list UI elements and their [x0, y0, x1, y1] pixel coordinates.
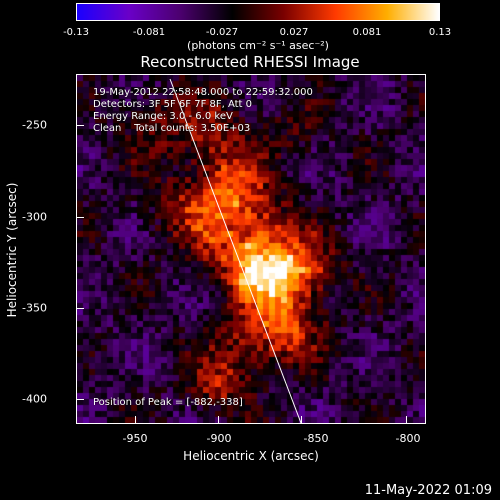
colorbar-units: (photons cm⁻² s⁻¹ asec⁻²): [187, 39, 329, 52]
image-plot: 19-May-2012 22:58:48.000 to 22:59:32.000…: [76, 74, 426, 424]
colorbar-tick: 0.081: [352, 27, 382, 38]
y-tick-mark: [76, 308, 84, 309]
x-tick-mark: [135, 416, 136, 424]
time-range-text: 19-May-2012 22:58:48.000 to 22:59:32.000: [93, 87, 313, 98]
colorbar-tick: -0.13: [63, 27, 89, 38]
clean-counts-text: Clean Total counts: 3.50E+03: [93, 123, 251, 134]
x-axis-label: Heliocentric X (arcsec): [183, 449, 319, 463]
peak-position-text: Position of Peak = [-882,-338]: [93, 397, 243, 408]
colorbar-tick: 0.027: [279, 27, 309, 38]
colorbar-tick: 0.13: [428, 27, 452, 38]
solar-limb-line: [169, 78, 302, 423]
colorbar-tick: -0.081: [132, 27, 166, 38]
date-stamp: 11-May-2022 01:09: [364, 483, 492, 498]
y-tick-mark: [76, 217, 84, 218]
y-tick-label: -300: [22, 210, 47, 224]
y-axis-label: Heliocentric Y (arcsec): [5, 182, 19, 318]
plot-title: Reconstructed RHESSI Image: [140, 53, 360, 71]
y-tick-label: -350: [22, 301, 47, 315]
x-tick-mark: [218, 416, 219, 424]
x-tick-label: -950: [122, 432, 148, 445]
y-tick-mark: [76, 125, 84, 126]
x-tick-label: -850: [303, 432, 329, 445]
x-tick-label: -900: [206, 432, 232, 445]
colorbar-tick: -0.027: [205, 27, 239, 38]
y-tick-label: -250: [22, 118, 47, 132]
y-tick-mark: [76, 399, 84, 400]
x-tick-mark: [406, 416, 407, 424]
energy-range-text: Energy Range: 3.0 - 6.0 keV: [93, 111, 233, 122]
y-tick-label: -400: [22, 392, 47, 406]
detectors-text: Detectors: 3F 5F 6F 7F 8F, Att 0: [93, 99, 253, 110]
colorbar: [76, 3, 440, 21]
x-tick-label: -800: [395, 432, 421, 445]
x-tick-mark: [301, 416, 302, 424]
heatmap-image: [77, 75, 425, 423]
